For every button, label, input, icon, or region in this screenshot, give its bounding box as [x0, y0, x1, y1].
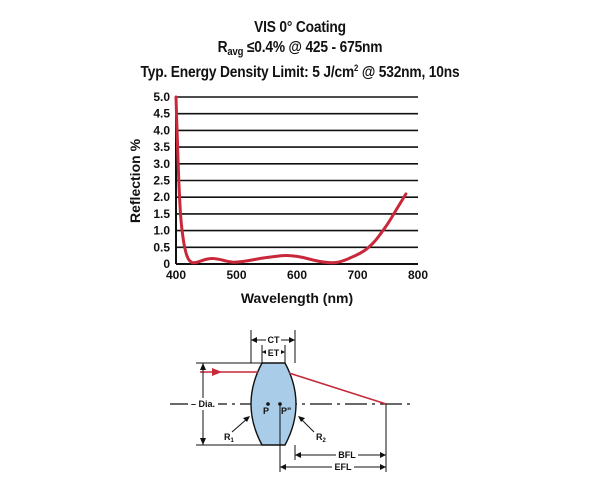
- lens-body: [250, 362, 297, 446]
- efl-arrow-left-icon: [280, 464, 286, 470]
- p-label: P: [263, 406, 269, 416]
- bfl-label: BFL: [338, 450, 356, 460]
- ct-label: CT: [268, 335, 280, 345]
- y-tick-label: 0: [163, 257, 170, 271]
- r1-leader: [231, 417, 249, 433]
- y-tick-label: 1.0: [153, 224, 170, 238]
- r2-arrow-icon: [298, 416, 305, 422]
- y-tick-label: 2.0: [153, 190, 170, 204]
- y-tick-label: 3.0: [153, 157, 170, 171]
- ct-arrow-left-icon: [251, 337, 257, 343]
- dia-arrow-bottom-icon: [200, 438, 206, 445]
- x-tick-labels: 400 500 600 700 800: [166, 268, 428, 282]
- y-tick-label: 2.5: [153, 174, 170, 188]
- x-tick-label: 400: [166, 268, 186, 282]
- r2-label: R2: [316, 432, 327, 444]
- x-axis-label: Wavelength (nm): [241, 290, 353, 306]
- y-tick-label: 0.5: [153, 240, 170, 254]
- y-tick-label: 3.5: [153, 140, 170, 154]
- x-tick-label: 700: [347, 268, 367, 282]
- et-arrow-left-icon: [262, 349, 267, 355]
- et-arrow-right-icon: [280, 349, 285, 355]
- efl-arrow-right-icon: [380, 464, 386, 470]
- y-axis-label: Reflection %: [127, 138, 143, 223]
- ray-arrowhead-icon: [212, 368, 222, 376]
- r1-arrow-icon: [243, 416, 250, 422]
- energy-density-note: Typ. Energy Density Limit: 5 J/cm2 @ 532…: [140, 63, 460, 81]
- refracted-ray: [288, 372, 387, 405]
- et-label: ET: [268, 348, 280, 358]
- r1-label: R1: [224, 432, 235, 444]
- ct-arrow-right-icon: [289, 337, 295, 343]
- x-tick-label: 500: [226, 268, 246, 282]
- x-tick-label: 600: [287, 268, 307, 282]
- chart-gridlines: [176, 96, 418, 249]
- bfl-arrow-right-icon: [380, 452, 386, 458]
- chart-subtitle: Ravg ≤0.4% @ 425 - 675nm: [217, 39, 383, 58]
- principal-point-p: [266, 402, 270, 406]
- y-tick-label: 4.0: [153, 123, 170, 137]
- x-tick-label: 800: [408, 268, 428, 282]
- efl-label: EFL: [335, 462, 353, 472]
- y-tick-label: 1.5: [153, 207, 170, 221]
- dia-label: – Dia.: [191, 399, 215, 409]
- chart-title: VIS 0° Coating: [254, 19, 346, 36]
- dia-arrow-top-icon: [200, 363, 206, 370]
- bfl-arrow-left-icon: [295, 452, 301, 458]
- reflection-series-line: [174, 95, 408, 265]
- y-tick-label: 5.0: [153, 90, 170, 104]
- y-tick-label: 4.5: [153, 107, 170, 121]
- series-layer: [174, 95, 408, 265]
- p2-label: P": [281, 406, 291, 416]
- y-tick-labels: 0 0.5 1.0 1.5 2.0 2.5 3.0 3.5 4.0 4.5 5.0: [153, 90, 170, 271]
